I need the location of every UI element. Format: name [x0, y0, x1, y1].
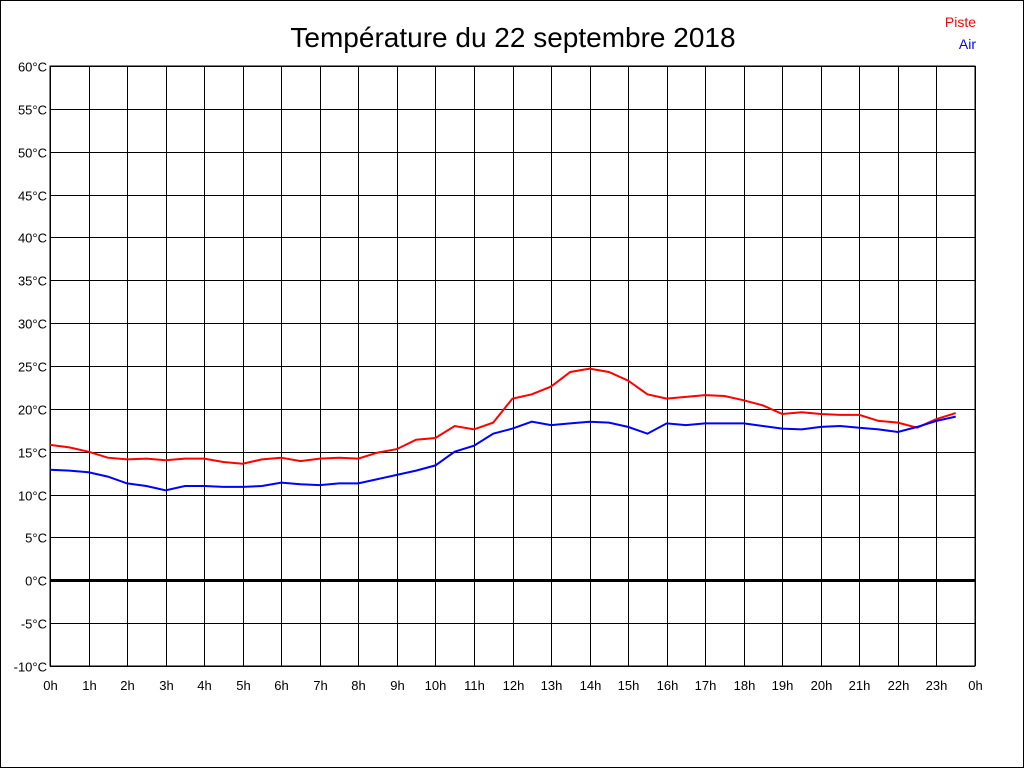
x-tick-label: 3h: [159, 678, 173, 693]
x-tick-label: 0h: [968, 678, 982, 693]
x-tick-label: 2h: [120, 678, 134, 693]
x-tick-label: 19h: [772, 678, 794, 693]
y-tick-label: 15°C: [18, 446, 47, 461]
x-tick-label: 18h: [734, 678, 756, 693]
y-tick-label: -5°C: [21, 617, 47, 632]
x-tick-label: 21h: [849, 678, 871, 693]
x-tick-label: 13h: [541, 678, 563, 693]
y-tick-label: 10°C: [18, 489, 47, 504]
x-tick-label: 1h: [82, 678, 96, 693]
y-axis-ticks: 60°C 55°C 50°C 45°C 40°C 35°C 30°C 25°C 20°C 15°C…: [14, 60, 47, 675]
x-axis-ticks: 0h 1h 2h 3h 4h 5h 6h 7h 8h 9h 10h 11h 12h 13h 14h 15h 16…: [43, 678, 982, 693]
x-tick-label: 0h: [43, 678, 57, 693]
x-tick-label: 16h: [657, 678, 679, 693]
x-tick-label: 12h: [503, 678, 525, 693]
y-tick-label: 40°C: [18, 231, 47, 246]
series-line-air: [49, 415, 956, 492]
x-tick-label: 11h: [464, 678, 485, 693]
grid: [49, 65, 976, 667]
x-tick-label: 6h: [274, 678, 288, 693]
y-tick-label: 25°C: [18, 360, 47, 375]
x-tick-label: 17h: [695, 678, 717, 693]
x-tick-label: 23h: [926, 678, 948, 693]
x-tick-label: 4h: [197, 678, 211, 693]
x-tick-label: 8h: [351, 678, 365, 693]
y-tick-label: 0°C: [25, 574, 47, 589]
x-tick-label: 22h: [888, 678, 910, 693]
legend-entry-air: Air: [959, 36, 976, 52]
x-tick-label: 15h: [618, 678, 640, 693]
y-tick-label: 50°C: [18, 146, 47, 161]
y-tick-label: 35°C: [18, 274, 47, 289]
y-tick-label: 55°C: [18, 103, 47, 118]
legend: Piste Air: [945, 14, 976, 52]
x-tick-label: 20h: [811, 678, 833, 693]
series-line-piste: [49, 367, 956, 465]
legend-entry-piste: Piste: [945, 14, 976, 30]
x-tick-label: 14h: [580, 678, 602, 693]
series-lines: [49, 367, 956, 492]
y-tick-label: 5°C: [25, 531, 47, 546]
chart-title: Température du 22 septembre 2018: [290, 22, 735, 53]
y-tick-label: 20°C: [18, 403, 47, 418]
y-tick-label: -10°C: [14, 660, 47, 675]
x-tick-label: 7h: [313, 678, 327, 693]
y-tick-label: 60°C: [18, 60, 47, 75]
x-tick-label: 9h: [390, 678, 404, 693]
x-tick-label: 5h: [236, 678, 250, 693]
y-tick-label: 30°C: [18, 317, 47, 332]
y-tick-label: 45°C: [18, 189, 47, 204]
x-tick-label: 10h: [425, 678, 447, 693]
